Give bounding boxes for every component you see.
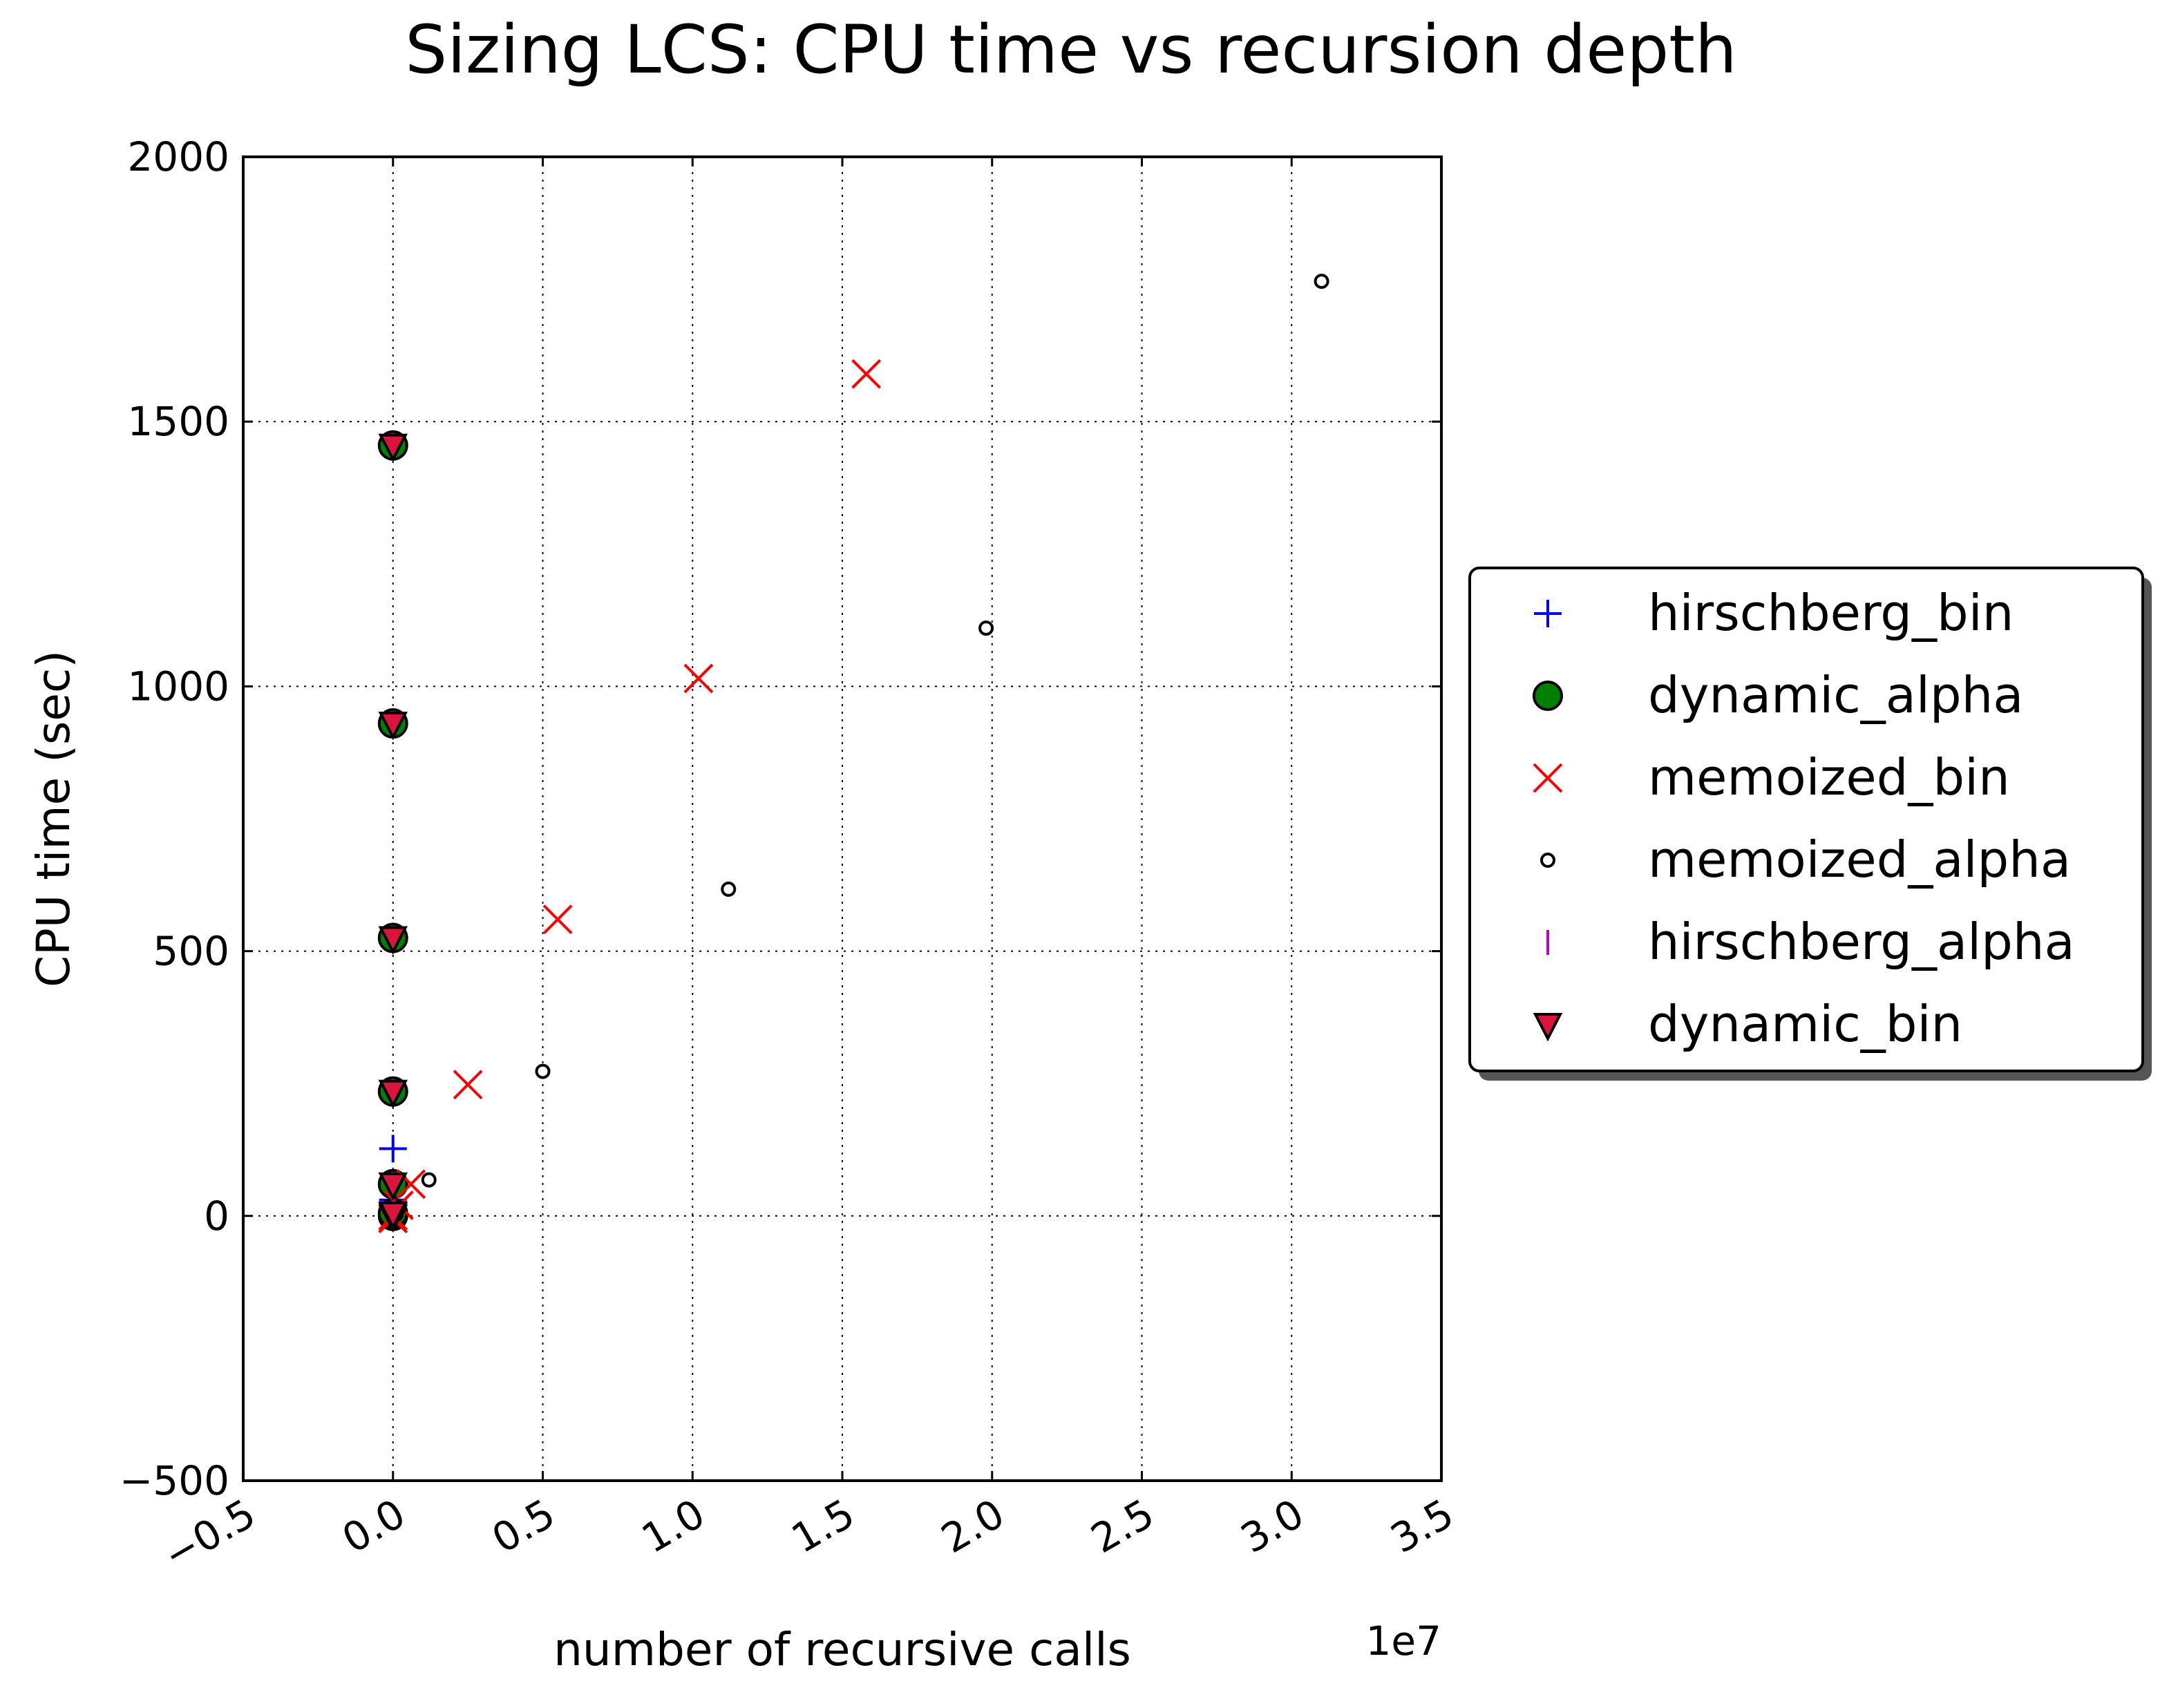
data-point bbox=[978, 620, 994, 636]
legend-label: dynamic_bin bbox=[1648, 995, 1962, 1053]
legend-item-hirschberg-alpha: hirschberg_alpha bbox=[1546, 913, 2075, 971]
legend-marker bbox=[1540, 853, 1555, 868]
legend-item-memoized-bin: memoized_bin bbox=[1533, 748, 2010, 806]
x-tick-label: 2.0 bbox=[934, 1490, 1012, 1562]
data-point bbox=[542, 904, 573, 935]
legend-item-dynamic-alpha: dynamic_alpha bbox=[1533, 666, 2023, 724]
legend-item-memoized-alpha: memoized_alpha bbox=[1540, 831, 2071, 889]
x-marker-b bbox=[542, 904, 573, 935]
x-tick-label: 0.0 bbox=[334, 1490, 413, 1562]
legend-label: memoized_bin bbox=[1648, 748, 2010, 806]
x-marker-b bbox=[396, 1169, 426, 1199]
data-point bbox=[378, 433, 408, 463]
legend-label: hirschberg_alpha bbox=[1648, 913, 2075, 971]
x-tick-label: 3.5 bbox=[1383, 1490, 1461, 1562]
series-memoized-bin bbox=[378, 359, 882, 1234]
data-point bbox=[683, 663, 714, 694]
legend-label: hirschberg_bin bbox=[1648, 584, 2014, 642]
x-tick-label: 0.5 bbox=[484, 1490, 563, 1562]
y-tick-label: 1000 bbox=[127, 663, 229, 710]
y-tick-label: −500 bbox=[120, 1457, 229, 1504]
grid-lines bbox=[243, 156, 1442, 1481]
x-tick-label: 2.5 bbox=[1083, 1490, 1162, 1562]
legend-item-dynamic-bin: dynamic_bin bbox=[1533, 995, 1962, 1053]
legend-item-hirschberg-bin: hirschberg_bin bbox=[1534, 584, 2014, 642]
x-marker-b bbox=[453, 1070, 483, 1100]
x-marker-b bbox=[1533, 763, 1563, 793]
data-point bbox=[721, 881, 737, 897]
axis-ticks: −0.5 0.0 0.5 1.0 1.5 2.0 2.5 3.0 3.5−50005001000… bbox=[120, 133, 1461, 1579]
legend: hirschberg_bin dynamic_alpha memoized_binm… bbox=[1468, 567, 2152, 1081]
data-point bbox=[1314, 274, 1329, 290]
data-point bbox=[378, 1172, 408, 1202]
data-point bbox=[851, 359, 882, 389]
data-point bbox=[453, 1070, 483, 1100]
x-tick-label: 1.0 bbox=[634, 1490, 712, 1562]
legend-marker bbox=[1533, 681, 1563, 711]
x-axis-offset-label: 1e7 bbox=[1366, 1617, 1442, 1664]
y-tick-label: 1500 bbox=[127, 398, 229, 445]
series-dynamic-alpha bbox=[377, 430, 408, 1231]
y-tick-label: 500 bbox=[153, 928, 229, 975]
data-point bbox=[379, 1135, 407, 1163]
chart-title: Sizing LCS: CPU time vs recursion depth bbox=[405, 11, 1736, 88]
y-axis-label: CPU time (sec) bbox=[27, 650, 80, 987]
data-point bbox=[378, 926, 408, 955]
x-marker-b bbox=[851, 359, 882, 389]
legend-box bbox=[1468, 567, 2144, 1072]
legend-marker bbox=[1533, 1013, 1563, 1042]
data-points bbox=[377, 274, 1329, 1234]
data-point bbox=[535, 1063, 551, 1079]
data-point bbox=[378, 1079, 408, 1109]
legend-label: memoized_alpha bbox=[1648, 831, 2071, 889]
x-axis-label: number of recursive calls bbox=[553, 1623, 1131, 1676]
legend-marker bbox=[1534, 600, 1562, 627]
legend-marker bbox=[1533, 763, 1563, 793]
x-marker-b bbox=[683, 663, 714, 694]
x-tick-label: 3.0 bbox=[1233, 1490, 1311, 1562]
y-tick-label: 0 bbox=[204, 1193, 229, 1240]
series-dynamic-bin bbox=[378, 433, 408, 1233]
data-point bbox=[378, 1201, 408, 1231]
y-tick-label: 2000 bbox=[127, 133, 229, 180]
legend-label: dynamic_alpha bbox=[1648, 666, 2023, 724]
x-tick-label: 1.5 bbox=[784, 1490, 862, 1562]
series-memoized-alpha bbox=[385, 274, 1329, 1224]
data-point bbox=[421, 1172, 437, 1188]
legend-items: hirschberg_bin dynamic_alpha memoized_binm… bbox=[1533, 584, 2075, 1053]
data-point bbox=[378, 712, 408, 741]
